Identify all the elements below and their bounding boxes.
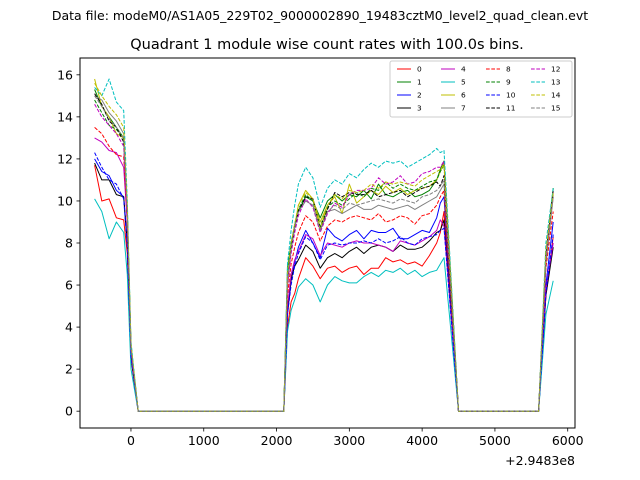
legend-label-12: 12 (551, 65, 560, 74)
series-line-9 (94, 99, 554, 412)
series-line-4 (94, 137, 554, 412)
chart-title: Quadrant 1 module wise count rates with … (130, 37, 524, 53)
x-tick-label: 0 (127, 433, 135, 448)
x-tick-label: 5000 (479, 433, 511, 448)
x-tick-label: 3000 (333, 433, 365, 448)
series-line-1 (94, 89, 554, 412)
series-line-15 (94, 95, 554, 412)
x-axis: 0 1000 2000 3000 4000 5000 6000 (127, 428, 584, 448)
legend-label-1: 1 (417, 78, 422, 87)
y-tick-label: 14 (57, 109, 73, 124)
x-tick-label: 6000 (552, 433, 584, 448)
legend-label-3: 3 (417, 104, 422, 113)
series-line-8 (94, 127, 554, 412)
y-tick-label: 10 (57, 193, 73, 208)
series-line-10 (94, 152, 554, 412)
series-line-13 (94, 78, 554, 412)
y-tick-label: 4 (65, 320, 73, 335)
series-line-5 (94, 198, 554, 412)
x-offset-label: +2.9483e8 (505, 453, 575, 468)
x-tick-label: 2000 (261, 433, 293, 448)
legend-label-2: 2 (417, 91, 422, 100)
legend-label-4: 4 (461, 65, 466, 74)
y-tick-label: 6 (65, 278, 73, 293)
y-tick-label: 12 (57, 151, 73, 166)
y-tick-label: 2 (65, 362, 73, 377)
y-axis: 0 2 4 6 8 10 12 14 16 (57, 67, 80, 419)
y-tick-label: 8 (65, 236, 73, 251)
series-line-3 (94, 162, 554, 412)
series-line-7 (94, 95, 554, 412)
legend-label-10: 10 (506, 91, 516, 100)
legend-label-7: 7 (461, 104, 466, 113)
plot-lines (94, 78, 554, 412)
y-tick-label: 16 (57, 67, 73, 82)
legend-box (389, 60, 573, 118)
legend-label-9: 9 (506, 78, 511, 87)
legend-label-6: 6 (461, 91, 466, 100)
x-tick-label: 1000 (188, 433, 220, 448)
legend-label-15: 15 (551, 104, 561, 113)
series-line-6 (94, 78, 554, 412)
legend-label-8: 8 (506, 65, 511, 74)
legend-label-5: 5 (461, 78, 466, 87)
series-line-14 (94, 82, 554, 412)
legend-label-0: 0 (417, 65, 422, 74)
series-line-12 (94, 104, 554, 412)
x-tick-label: 4000 (406, 433, 438, 448)
legend-label-11: 11 (506, 104, 516, 113)
series-line-0 (94, 165, 554, 412)
legend-label-14: 14 (551, 91, 561, 100)
figure-suptitle: Data file: modeM0/AS1A05_229T02_90000028… (52, 8, 588, 23)
legend-label-13: 13 (551, 78, 561, 87)
y-tick-label: 0 (65, 404, 73, 419)
